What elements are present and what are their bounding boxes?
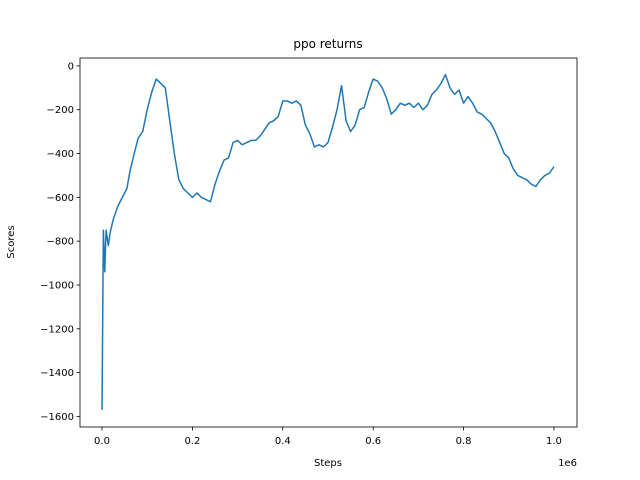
y-tick-label: −1000 (40, 281, 74, 292)
y-tick-label: −1400 (40, 368, 74, 379)
x-tick-label: 0.4 (275, 436, 291, 447)
y-tick-label: −200 (47, 105, 74, 116)
chart-title: ppo returns (293, 37, 362, 51)
y-tick-label: 0 (68, 61, 74, 72)
x-offset-label: 1e6 (558, 458, 577, 469)
x-tick-label: 0.0 (94, 436, 110, 447)
y-tick-label: −400 (47, 149, 74, 160)
axes-frame (79, 57, 578, 428)
y-tick-label: −800 (47, 237, 74, 248)
x-axis-label: Steps (314, 458, 342, 469)
x-tick-label: 1.0 (546, 436, 562, 447)
y-tick-label: −1200 (40, 324, 74, 335)
x-tick-label: 0.6 (365, 436, 381, 447)
y-tick-label: −1600 (40, 412, 74, 423)
y-tick-label: −600 (47, 193, 74, 204)
y-axis-label: Scores (6, 225, 17, 258)
x-tick-label: 0.2 (184, 436, 200, 447)
line (101, 73, 555, 410)
x-tick-label: 0.8 (456, 436, 472, 447)
